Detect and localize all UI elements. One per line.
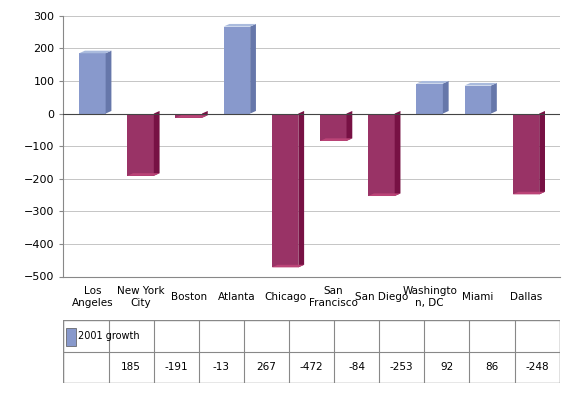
Polygon shape	[513, 192, 545, 194]
Bar	[464, 86, 491, 114]
Text: Chicago: Chicago	[264, 292, 306, 302]
Text: -191: -191	[164, 362, 188, 372]
Text: Los
Angeles: Los Angeles	[72, 286, 113, 308]
Bar	[128, 114, 154, 176]
Text: Washingto
n, DC: Washingto n, DC	[402, 286, 457, 308]
Bar	[224, 26, 250, 114]
Polygon shape	[224, 24, 256, 26]
Text: Dallas: Dallas	[510, 292, 542, 302]
Polygon shape	[464, 83, 497, 86]
Polygon shape	[320, 138, 353, 141]
Text: San
Francisco: San Francisco	[309, 286, 358, 308]
Bar	[272, 114, 298, 267]
Polygon shape	[417, 81, 449, 84]
Text: -13: -13	[213, 362, 230, 372]
Bar	[175, 114, 202, 118]
Polygon shape	[79, 51, 111, 53]
Polygon shape	[250, 24, 256, 114]
Bar	[320, 114, 347, 141]
Text: Atlanta: Atlanta	[218, 292, 256, 302]
Polygon shape	[539, 111, 545, 194]
Bar	[513, 114, 539, 194]
Polygon shape	[395, 111, 400, 196]
Bar	[368, 114, 395, 196]
Text: San Diego: San Diego	[355, 292, 408, 302]
Text: -84: -84	[348, 362, 365, 372]
Polygon shape	[175, 115, 208, 118]
Polygon shape	[272, 265, 304, 267]
Polygon shape	[128, 173, 160, 176]
Bar	[66, 327, 76, 346]
Text: 2001 growth: 2001 growth	[78, 331, 140, 341]
Text: Miami: Miami	[462, 292, 493, 302]
Polygon shape	[298, 111, 304, 267]
Polygon shape	[347, 111, 353, 141]
Bar	[79, 53, 106, 114]
Text: 86: 86	[485, 362, 499, 372]
Text: Boston: Boston	[171, 292, 207, 302]
Polygon shape	[202, 111, 208, 118]
Text: -253: -253	[390, 362, 414, 372]
Polygon shape	[154, 111, 160, 176]
Polygon shape	[368, 194, 400, 196]
Text: New York
City: New York City	[117, 286, 164, 308]
Text: 267: 267	[257, 362, 276, 372]
Text: -472: -472	[300, 362, 323, 372]
Text: -248: -248	[525, 362, 549, 372]
Bar	[417, 84, 443, 114]
Text: 92: 92	[440, 362, 454, 372]
Polygon shape	[491, 83, 497, 114]
Polygon shape	[106, 51, 111, 114]
Text: 185: 185	[121, 362, 141, 372]
Polygon shape	[443, 81, 449, 114]
